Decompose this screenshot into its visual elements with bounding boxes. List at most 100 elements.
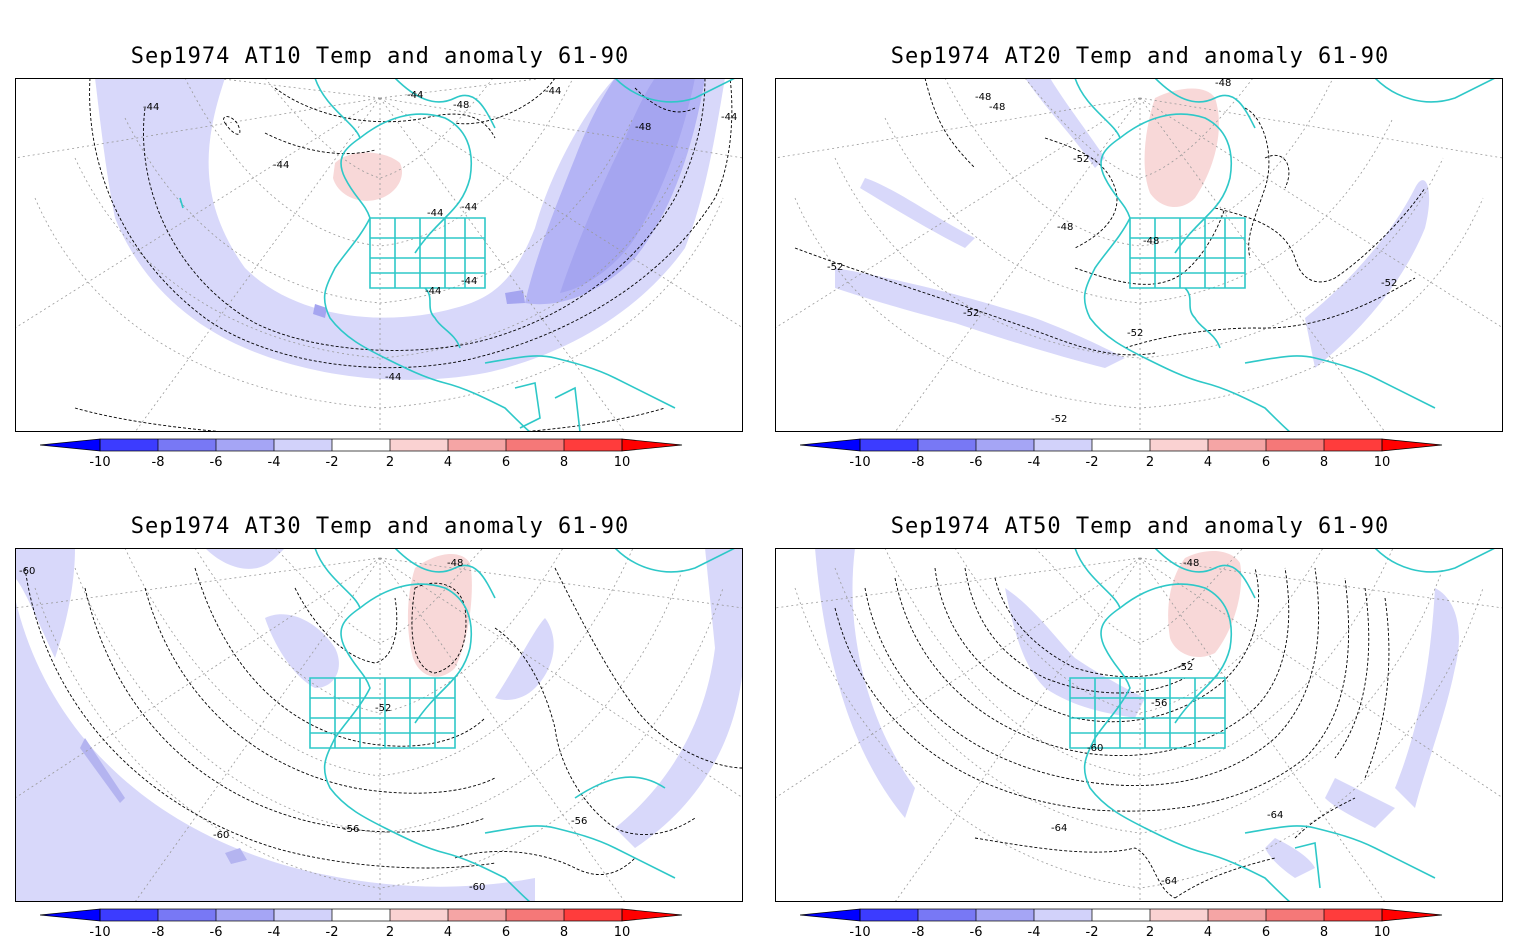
- contour-labels: -44 -44 -48 -44 -48 -44 -44 -44 -44 -44 …: [143, 86, 737, 383]
- colorbar: -10 -8 -6 -4 -2 2 4 6 8 10: [40, 908, 683, 940]
- colorbar-segment: [860, 439, 918, 451]
- colorbar-segment: [100, 909, 158, 921]
- colorbar-segment: [918, 439, 976, 451]
- colorbar-tick-label: 2: [1146, 455, 1154, 470]
- colorbar-segment: [1150, 439, 1208, 451]
- anomaly-negative-region: [1265, 838, 1315, 878]
- contour-label: -60: [469, 882, 485, 893]
- anomaly-negative-region: [1325, 778, 1395, 828]
- contour-label: -44: [273, 160, 289, 171]
- colorbar-segment: [564, 439, 622, 451]
- panel-at20: Sep1974 AT20 Temp and anomaly 61-90: [760, 0, 1520, 470]
- colorbar-tick-label: 2: [386, 925, 394, 940]
- colorbar-tick-label: 4: [1204, 455, 1212, 470]
- colorbar-tick-label: 4: [1204, 925, 1212, 940]
- temperature-contours: [24, 567, 743, 875]
- colorbar-arrow-left: [40, 909, 100, 921]
- contour-label: -44: [425, 286, 441, 297]
- contour-label: -44: [461, 202, 477, 213]
- panel-title: Sep1974 AT10 Temp and anomaly 61-90: [130, 44, 630, 69]
- graticule: [775, 78, 1503, 432]
- colorbar-segment: [860, 909, 918, 921]
- anomaly-negative-region: [15, 548, 75, 658]
- coastlines: [179, 78, 736, 432]
- contour-label: -48: [1215, 78, 1231, 89]
- anomaly-negative-region: [205, 548, 285, 569]
- colorbar-tick-label: 6: [502, 925, 510, 940]
- panel-at10: Sep1974 AT10 Temp and anomaly 61-90: [0, 0, 760, 470]
- colorbar-tick-label: -6: [970, 455, 983, 470]
- colorbar-tick-label: -10: [89, 925, 110, 940]
- anomaly-negative-region: [815, 548, 915, 818]
- colorbar-segment: [1092, 909, 1150, 921]
- colorbar-tick-label: 8: [560, 925, 568, 940]
- colorbar-segment: [1324, 439, 1382, 451]
- hemisphere-mask: [775, 188, 1503, 432]
- anomaly-negative-region: [1395, 588, 1459, 808]
- colorbar-segment: [506, 909, 564, 921]
- colorbar-segment: [216, 909, 274, 921]
- contour-label: -52: [827, 262, 843, 273]
- contour-label: -56: [343, 824, 359, 835]
- colorbar-arrow-left: [800, 909, 860, 921]
- coastlines: [309, 548, 736, 902]
- hemisphere-mask: [15, 188, 743, 432]
- anomaly-positive-region: [333, 152, 403, 201]
- map-at10: -44 -44 -48 -44 -48 -44 -44 -44 -44 -44 …: [15, 78, 743, 432]
- contour-label: -44: [721, 112, 737, 123]
- contour-labels: -48 -48 -48 -52 -48 -48 -52 -52 -52 -52 …: [827, 78, 1397, 425]
- colorbar-segment: [332, 439, 390, 451]
- contour-label: -52: [1177, 662, 1193, 673]
- colorbar-segment: [390, 439, 448, 451]
- colorbar-arrow-right: [1382, 439, 1442, 451]
- temperature-contours: [834, 567, 1390, 899]
- graticule: [15, 78, 743, 432]
- contour-label: -48: [447, 558, 463, 569]
- map-frame: [775, 78, 1503, 432]
- colorbar-tick-label: -4: [268, 455, 281, 470]
- contour-label: -52: [375, 703, 391, 714]
- mask-inner: [55, 548, 485, 850]
- contour-label: -44: [407, 90, 423, 101]
- colorbar-tick-label: -6: [210, 925, 223, 940]
- panel-title: Sep1974 AT20 Temp and anomaly 61-90: [890, 44, 1390, 69]
- colorbar-segment: [1208, 909, 1266, 921]
- contour-label: -52: [963, 308, 979, 319]
- anomaly-negative-region: [1005, 588, 1145, 718]
- colorbar-tick-label: -4: [1028, 925, 1041, 940]
- graticule: [15, 548, 743, 902]
- colorbar-segment: [100, 439, 158, 451]
- colorbar-tick-label: 4: [444, 925, 452, 940]
- anomaly-positive-region: [1168, 551, 1242, 658]
- map-frame: [775, 548, 1503, 902]
- map-frame: [15, 548, 743, 902]
- contour-label: -44: [385, 372, 401, 383]
- colorbar-tick-label: 10: [1374, 455, 1391, 470]
- colorbar-segment: [274, 439, 332, 451]
- colorbar-segment: [216, 439, 274, 451]
- contour-label: -48: [453, 100, 469, 111]
- colorbar-segment: [1150, 909, 1208, 921]
- contour-label: -64: [1051, 823, 1067, 834]
- contour-label: -48: [1143, 236, 1159, 247]
- contour-label: -56: [571, 816, 587, 827]
- map-at20: -48 -48 -48 -52 -48 -48 -52 -52 -52 -52 …: [775, 78, 1503, 432]
- map-at30: -60 -48 -52 -60 -56 -56 -60: [15, 548, 743, 902]
- anomaly-negative-region-dark: [505, 290, 525, 304]
- colorbar-segment: [1324, 909, 1382, 921]
- contour-label: -48: [1057, 222, 1073, 233]
- colorbar-segment: [1266, 439, 1324, 451]
- contour-label: -64: [1161, 876, 1177, 887]
- colorbar: -10 -8 -6 -4 -2 2 4 6 8 10: [40, 438, 683, 470]
- contour-label: -52: [1127, 328, 1143, 339]
- colorbar-segment: [506, 439, 564, 451]
- colorbar-tick-label: -8: [152, 925, 165, 940]
- graticule: [775, 548, 1503, 902]
- contour-label: -60: [19, 566, 35, 577]
- anomaly-negative-region-mid: [80, 738, 125, 803]
- anomaly-negative-region: [1025, 78, 1105, 168]
- colorbar-tick-label: 10: [1374, 925, 1391, 940]
- anomaly-negative-region-dark: [313, 304, 327, 318]
- colorbar-tick-label: -6: [210, 455, 223, 470]
- contour-label: -44: [143, 102, 159, 113]
